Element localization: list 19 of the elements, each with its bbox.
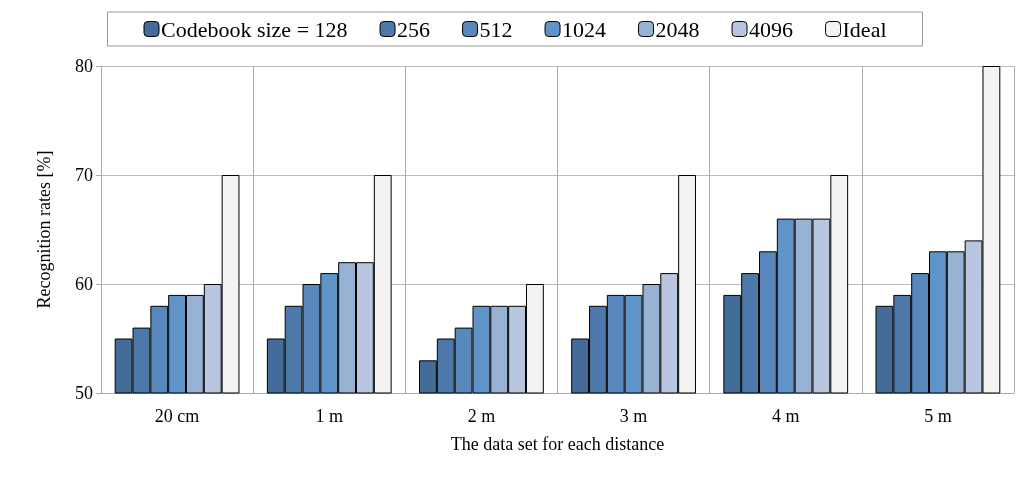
- y-tick-label: 50: [75, 383, 93, 403]
- x-axis-title: The data set for each distance: [450, 434, 665, 454]
- x-tick-label: 4 m: [771, 406, 800, 426]
- x-tick-label: 3 m: [619, 406, 648, 426]
- y-tick-label: 70: [75, 165, 93, 185]
- legend-label: 1024: [562, 16, 607, 42]
- y-tick-label: 60: [75, 274, 93, 294]
- legend-label: Codebook size = 128: [160, 16, 348, 42]
- x-tick-label: 2 m: [467, 406, 496, 426]
- legend-label: Ideal: [842, 16, 887, 42]
- x-tick-label: 1 m: [315, 406, 344, 426]
- legend-label: 2048: [655, 16, 700, 42]
- x-tick-label: 20 cm: [154, 406, 200, 426]
- y-tick-label: 80: [75, 56, 93, 76]
- y-axis-title: Recognition rates [%]: [34, 150, 54, 309]
- legend-label: 4096: [749, 16, 794, 42]
- x-tick-label: 5 m: [924, 406, 952, 426]
- legend-label: 256: [397, 16, 431, 42]
- legend-label: 512: [479, 16, 513, 42]
